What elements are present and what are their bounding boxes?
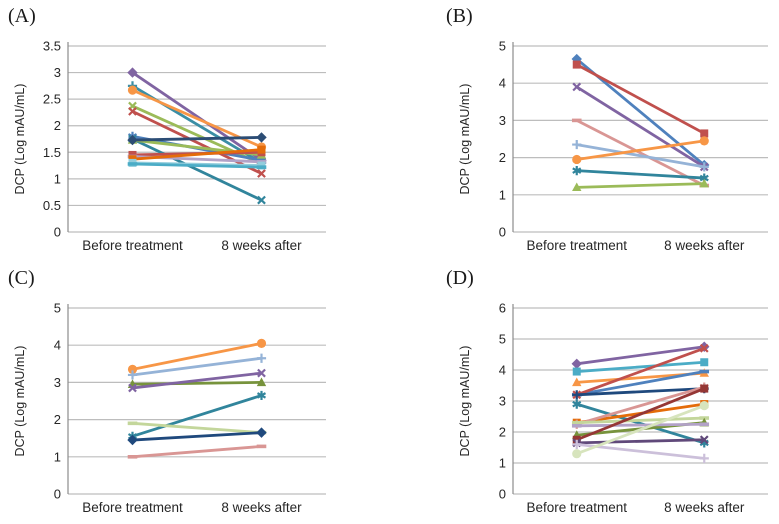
y-tick-label: 3	[499, 113, 506, 128]
series	[572, 136, 709, 165]
y-tick-label: 5	[54, 301, 61, 316]
y-tick-label: 0.5	[43, 198, 61, 213]
gridlines	[513, 307, 768, 495]
series	[572, 358, 709, 376]
y-tick-label: 1	[54, 171, 61, 186]
y-axis-title: DCP (Log mAU/mL)	[458, 84, 472, 195]
y-tick-label: 2	[54, 412, 61, 427]
series	[127, 427, 267, 446]
y-tick-label: 3.5	[43, 39, 61, 54]
series-group	[127, 67, 267, 205]
y-tick-label: 2	[499, 150, 506, 165]
y-tick-label: 2	[499, 425, 506, 440]
series	[127, 353, 267, 380]
panel-d: (D) 0 1 2 3 4 5 6 DCP (Log mAU/mL) Before treatm…	[390, 262, 779, 524]
panel-b: (B) 0 1 2 3 4 5 DCP (Log mAU/mL) Before treatme…	[390, 0, 779, 262]
y-axis-title: DCP (Log mAU/mL)	[13, 84, 27, 195]
y-tick-label: 0	[54, 225, 61, 240]
y-tick-label: 2.5	[43, 92, 61, 107]
series	[127, 162, 267, 169]
y-tick-label: 4	[499, 363, 506, 378]
x-category-label: 8 weeks after	[664, 238, 745, 253]
x-category-label: Before treatment	[526, 500, 627, 515]
y-tick-label: 5	[499, 332, 506, 347]
series-group	[127, 338, 267, 459]
series	[572, 384, 709, 444]
panel-a: (A) 0 0.5 1 1.5 2 2.5 3 3.5 DCP (Log mAU/mL) Befo…	[0, 0, 390, 262]
panel-c: (C) 0 1 2 3 4 5 DCP (Log mAU/mL) Before treatme…	[0, 262, 390, 524]
panel-a-label: (A)	[8, 5, 36, 27]
x-category-label: 8 weeks after	[664, 500, 745, 515]
series	[128, 368, 266, 393]
panel-d-label: (D)	[446, 267, 474, 289]
series	[572, 60, 709, 138]
y-tick-label: 1	[54, 449, 61, 464]
series	[572, 166, 709, 183]
y-tick-label: 0	[499, 225, 506, 240]
x-category-label: Before treatment	[82, 238, 183, 253]
series	[127, 132, 267, 146]
series	[128, 134, 266, 205]
y-tick-label: 1	[499, 456, 506, 471]
gridlines	[513, 45, 768, 233]
series	[572, 139, 709, 172]
y-tick-label: 3	[54, 375, 61, 390]
panel-c-label: (C)	[8, 267, 35, 289]
y-tick-label: 0	[499, 487, 506, 502]
y-axis-title: DCP (Log mAU/mL)	[458, 346, 472, 457]
y-tick-label: 4	[54, 338, 61, 353]
series	[128, 106, 266, 178]
gridlines	[68, 307, 326, 495]
panel-b-chart: 0 1 2 3 4 5 DCP (Log mAU/mL) Before treatment 8 …	[458, 39, 768, 253]
panel-c-chart: 0 1 2 3 4 5 DCP (Log mAU/mL) Before treatment 8 …	[13, 301, 326, 515]
x-category-label: 8 weeks after	[221, 238, 302, 253]
series	[571, 422, 710, 428]
series-group	[571, 53, 710, 192]
panel-b-label: (B)	[446, 5, 473, 27]
series	[572, 401, 709, 459]
y-tick-label: 5	[499, 39, 506, 54]
series	[127, 338, 267, 374]
series	[572, 343, 709, 400]
x-category-label: Before treatment	[82, 500, 183, 515]
series	[127, 444, 267, 459]
y-tick-label: 2	[54, 118, 61, 133]
y-tick-label: 6	[499, 301, 506, 316]
y-tick-label: 4	[499, 76, 506, 91]
x-category-label: 8 weeks after	[221, 500, 302, 515]
y-tick-label: 3	[54, 65, 61, 80]
y-tick-label: 1.5	[43, 145, 61, 160]
y-tick-label: 1	[499, 187, 506, 202]
y-axis-title: DCP (Log mAU/mL)	[13, 346, 27, 457]
series	[572, 178, 709, 192]
y-tick-label: 0	[54, 487, 61, 502]
y-tick-label: 3	[499, 394, 506, 409]
x-category-label: Before treatment	[526, 238, 627, 253]
panel-a-chart: 0 0.5 1 1.5 2 2.5 3 3.5 DCP (Log mAU/mL) Before t…	[13, 39, 326, 253]
series-group	[571, 341, 710, 463]
panel-d-chart: 0 1 2 3 4 5 6 DCP (Log mAU/mL) Before treatment 8…	[458, 301, 768, 515]
